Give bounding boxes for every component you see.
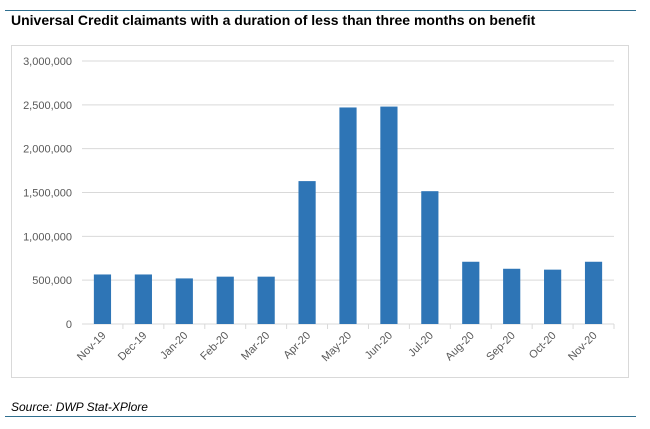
y-tick-label: 1,000,000 — [23, 231, 72, 243]
x-tick-label: Nov-20 — [566, 330, 600, 364]
x-tick-label: Jan-20 — [158, 330, 190, 362]
y-tick-label: 0 — [66, 319, 72, 331]
bar — [380, 106, 398, 324]
bar — [339, 107, 357, 324]
chart-area — [11, 45, 629, 378]
bar — [175, 278, 193, 324]
bar — [134, 274, 152, 324]
bar — [257, 276, 275, 324]
x-tick-label: Jul-20 — [406, 330, 436, 360]
source-note: Source: DWP Stat-XPlore — [11, 400, 148, 414]
y-tick-label: 2,000,000 — [23, 144, 72, 156]
bar — [421, 191, 439, 324]
bar — [298, 181, 316, 324]
bar — [216, 276, 234, 324]
bar — [584, 261, 603, 324]
chart-title: Universal Credit claimants with a durati… — [11, 12, 536, 28]
x-tick-label: May-20 — [320, 330, 354, 364]
bar — [93, 274, 112, 324]
y-tick-label: 500,000 — [32, 275, 72, 287]
y-tick-label: 1,500,000 — [23, 188, 72, 200]
x-tick-label: Apr-20 — [281, 330, 313, 362]
bar — [503, 268, 521, 324]
x-tick-label: Sep-20 — [484, 330, 518, 364]
bar — [544, 269, 562, 324]
y-tick-label: 3,000,000 — [23, 56, 72, 68]
x-tick-label: Feb-20 — [198, 330, 231, 363]
bottom-rule — [5, 416, 636, 417]
top-rule — [5, 10, 636, 11]
x-tick-label: Nov-19 — [75, 330, 109, 364]
bar — [462, 261, 480, 324]
x-tick-label: Dec-19 — [116, 330, 150, 364]
x-tick-label: Mar-20 — [239, 330, 272, 363]
y-tick-label: 2,500,000 — [23, 100, 72, 112]
x-tick-label: Jun-20 — [363, 330, 395, 362]
x-tick-label: Oct-20 — [527, 330, 559, 362]
x-tick-label: Aug-20 — [443, 330, 477, 364]
